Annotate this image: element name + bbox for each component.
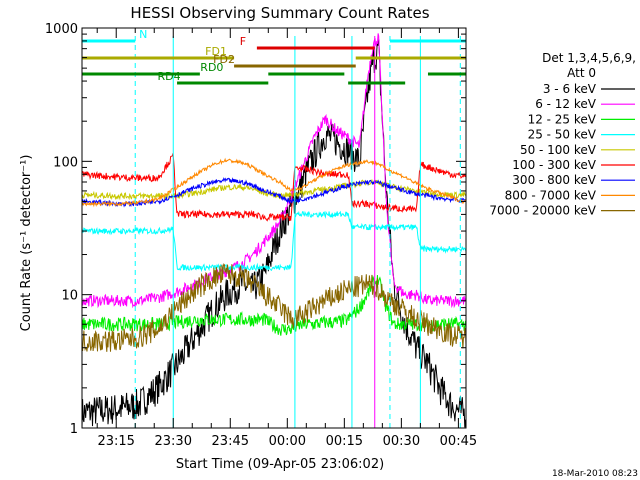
flag-bar-fd2-0 xyxy=(234,64,356,68)
x-axis-label: Start Time (09-Apr-05 23:06:02) xyxy=(176,457,384,472)
flag-label-fd2: FD2 xyxy=(213,53,235,66)
legend-header-detectors: Det 1,3,4,5,6,9, xyxy=(542,51,636,65)
y-axis: 1 10 100 1000 xyxy=(45,22,466,437)
series-line-7 xyxy=(81,157,467,208)
series-line-2 xyxy=(81,274,467,336)
x-tick-label: 23:15 xyxy=(97,434,134,449)
y-tick-label: 100 xyxy=(53,155,78,170)
flag-bar-rd4-0 xyxy=(177,81,269,85)
flag-label-n: N xyxy=(139,28,147,41)
x-tick-label: 00:15 xyxy=(326,434,363,449)
x-axis: 23:15 23:30 23:45 00:00 00:15 00:30 00:45 xyxy=(96,28,477,449)
legend-label-3: 25 - 50 keV xyxy=(528,128,597,142)
flag-label-f: F xyxy=(240,35,246,48)
flag-bar-f-0 xyxy=(256,46,375,50)
marker-layer xyxy=(134,36,461,428)
legend-label-6: 300 - 800 keV xyxy=(512,173,596,187)
flag-bar-n-0 xyxy=(82,39,136,43)
series-line-8 xyxy=(81,263,467,352)
flag-bar-n-1 xyxy=(389,39,466,43)
legend-label-4: 50 - 100 keV xyxy=(520,143,597,157)
legend-label-7: 800 - 7000 keV xyxy=(505,188,597,202)
legend-header-attenuator: Att 0 xyxy=(567,66,596,80)
plot-frame xyxy=(81,27,467,429)
x-tick-label: 23:30 xyxy=(155,434,192,449)
y-axis-label: Count Rate (s⁻¹ detector⁻¹) xyxy=(19,155,34,332)
y-tick-label: 10 xyxy=(61,289,78,304)
legend-label-0: 3 - 6 keV xyxy=(543,82,597,96)
series-line-6 xyxy=(81,177,467,208)
flag-bar-rd0-0 xyxy=(82,72,200,76)
x-tick-label: 23:45 xyxy=(212,434,249,449)
flag-label-rd0: RD0 xyxy=(200,61,223,74)
flag-bar-rd4-1 xyxy=(348,81,406,85)
y-tick-label: 1 xyxy=(70,422,78,437)
generated-timestamp: 18-Mar-2010 08:23 xyxy=(552,469,638,479)
flag-label-rd4: RD4 xyxy=(157,70,180,83)
flag-label-fd1: FD1 xyxy=(205,45,227,58)
legend-label-8: 7000 - 20000 keV xyxy=(489,204,596,218)
flag-bar-fd1-1 xyxy=(355,56,466,60)
flag-bar-rd0-1 xyxy=(268,72,345,76)
chart-title: HESSI Observing Summary Count Rates xyxy=(130,4,429,22)
flag-bar-fd1-0 xyxy=(82,56,235,60)
legend-label-5: 100 - 300 keV xyxy=(512,158,596,172)
flag-bar-rd0-2 xyxy=(427,72,466,76)
y-tick-label: 1000 xyxy=(45,22,78,37)
series-line-5 xyxy=(81,153,467,222)
series-line-0 xyxy=(81,39,467,429)
series-layer xyxy=(81,33,467,429)
series-line-3 xyxy=(81,210,467,273)
x-tick-label: 00:30 xyxy=(383,434,420,449)
legend-label-2: 12 - 25 keV xyxy=(528,112,597,126)
x-tick-label: 00:45 xyxy=(440,434,477,449)
series-line-1 xyxy=(81,33,467,309)
legend-label-1: 6 - 12 keV xyxy=(535,97,597,111)
x-tick-label: 00:00 xyxy=(269,434,306,449)
